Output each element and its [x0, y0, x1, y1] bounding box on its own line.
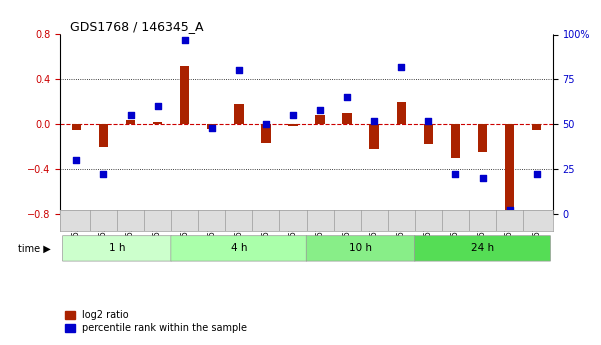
Text: 24 h: 24 h [471, 244, 494, 253]
Point [424, 118, 433, 124]
Point [316, 107, 325, 112]
Bar [532, 124, 542, 130]
Text: 1 h: 1 h [109, 244, 125, 253]
Bar [72, 124, 81, 130]
Bar [478, 124, 487, 152]
Point [234, 68, 243, 73]
Point [397, 64, 406, 70]
Bar [99, 124, 108, 147]
Legend: log2 ratio, percentile rank within the sample: log2 ratio, percentile rank within the s… [65, 310, 248, 333]
Bar [370, 124, 379, 149]
Bar [451, 124, 460, 158]
FancyBboxPatch shape [307, 236, 415, 261]
Bar [234, 104, 243, 124]
Point [505, 208, 514, 213]
Point [478, 175, 487, 181]
Bar [343, 113, 352, 124]
Bar [288, 124, 297, 126]
FancyBboxPatch shape [63, 236, 171, 261]
Point [370, 118, 379, 124]
Point [126, 112, 135, 118]
Bar [261, 124, 270, 143]
Point [99, 172, 108, 177]
Point [153, 104, 162, 109]
Bar [180, 66, 189, 124]
Point [207, 125, 216, 130]
Point [261, 121, 270, 127]
Bar [424, 124, 433, 144]
Bar [207, 124, 216, 129]
Point [343, 95, 352, 100]
Point [72, 157, 81, 163]
Bar [153, 122, 162, 124]
Text: 4 h: 4 h [231, 244, 247, 253]
FancyBboxPatch shape [171, 236, 307, 261]
Text: GDS1768 / 146345_A: GDS1768 / 146345_A [70, 20, 204, 33]
Text: time ▶: time ▶ [19, 244, 51, 253]
Point [180, 37, 189, 43]
Point [532, 172, 542, 177]
FancyBboxPatch shape [415, 236, 551, 261]
Text: 10 h: 10 h [349, 244, 372, 253]
Bar [505, 124, 514, 216]
Bar [397, 102, 406, 124]
Bar [126, 120, 135, 124]
Point [288, 112, 297, 118]
Bar [316, 115, 325, 124]
Point [451, 172, 460, 177]
